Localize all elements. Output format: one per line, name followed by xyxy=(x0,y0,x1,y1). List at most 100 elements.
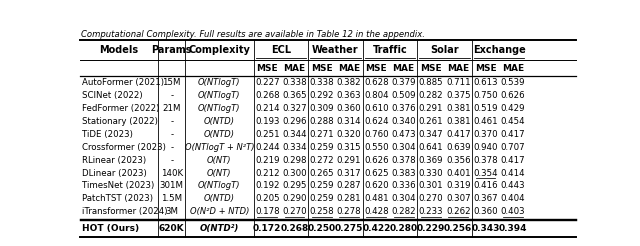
Text: TimesNet (2023): TimesNet (2023) xyxy=(82,182,154,190)
Text: 0.300: 0.300 xyxy=(282,169,307,178)
Text: 0.401: 0.401 xyxy=(446,169,470,178)
Text: 0.304: 0.304 xyxy=(391,194,416,203)
Text: 301M: 301M xyxy=(160,182,184,190)
Text: 0.356: 0.356 xyxy=(446,156,470,165)
Text: 0.292: 0.292 xyxy=(310,91,334,100)
Text: 0.363: 0.363 xyxy=(337,91,362,100)
Text: 140K: 140K xyxy=(161,169,183,178)
Text: Crossformer (2023): Crossformer (2023) xyxy=(82,143,166,152)
Text: 0.403: 0.403 xyxy=(500,207,525,216)
Text: 0.320: 0.320 xyxy=(337,130,362,139)
Text: 0.270: 0.270 xyxy=(419,194,444,203)
Text: 0.336: 0.336 xyxy=(391,182,416,190)
Text: 0.461: 0.461 xyxy=(473,117,498,126)
Text: 0.327: 0.327 xyxy=(282,104,307,113)
Text: -: - xyxy=(170,143,173,152)
Text: 0.360: 0.360 xyxy=(473,207,498,216)
Text: 0.214: 0.214 xyxy=(255,104,280,113)
Text: TiDE (2023): TiDE (2023) xyxy=(82,130,133,139)
Text: 0.414: 0.414 xyxy=(500,169,525,178)
Text: HOT (Ours): HOT (Ours) xyxy=(82,224,139,233)
Text: 0.416: 0.416 xyxy=(473,182,498,190)
Text: MAE: MAE xyxy=(502,64,524,73)
Text: Solar: Solar xyxy=(430,45,459,55)
Text: 0.613: 0.613 xyxy=(473,78,498,87)
Text: 0.428: 0.428 xyxy=(364,207,388,216)
Text: 0.261: 0.261 xyxy=(419,117,444,126)
Text: 0.258: 0.258 xyxy=(310,207,334,216)
Text: MSE: MSE xyxy=(420,64,442,73)
Text: 0.340: 0.340 xyxy=(391,117,416,126)
Text: 0.404: 0.404 xyxy=(500,194,525,203)
Text: 0.282: 0.282 xyxy=(391,207,416,216)
Text: 0.370: 0.370 xyxy=(473,130,498,139)
Text: 0.287: 0.287 xyxy=(337,182,362,190)
Text: 0.259: 0.259 xyxy=(310,182,334,190)
Text: -: - xyxy=(170,91,173,100)
Text: 0.473: 0.473 xyxy=(391,130,416,139)
Text: MAE: MAE xyxy=(338,64,360,73)
Text: 0.620: 0.620 xyxy=(364,182,388,190)
Text: O(NTlogT): O(NTlogT) xyxy=(198,182,241,190)
Text: 0.270: 0.270 xyxy=(282,207,307,216)
Text: 0.227: 0.227 xyxy=(255,78,280,87)
Text: Weather: Weather xyxy=(312,45,359,55)
Text: Stationary (2022): Stationary (2022) xyxy=(82,117,158,126)
Text: O(NTD): O(NTD) xyxy=(204,194,235,203)
Text: O(NTlogT + N²T): O(NTlogT + N²T) xyxy=(184,143,254,152)
Text: 0.259: 0.259 xyxy=(310,143,334,152)
Text: 0.519: 0.519 xyxy=(473,104,498,113)
Text: 0.291: 0.291 xyxy=(419,104,443,113)
Text: 0.383: 0.383 xyxy=(391,169,416,178)
Text: 0.250: 0.250 xyxy=(308,224,336,233)
Text: -: - xyxy=(170,130,173,139)
Text: 0.711: 0.711 xyxy=(446,78,470,87)
Text: 0.628: 0.628 xyxy=(364,78,388,87)
Text: 620K: 620K xyxy=(159,224,184,233)
Text: 0.288: 0.288 xyxy=(310,117,334,126)
Text: 0.394: 0.394 xyxy=(499,224,527,233)
Text: 0.290: 0.290 xyxy=(282,194,307,203)
Text: 0.417: 0.417 xyxy=(500,130,525,139)
Text: 0.417: 0.417 xyxy=(500,156,525,165)
Text: O(NTD²): O(NTD²) xyxy=(200,224,239,233)
Text: 0.940: 0.940 xyxy=(473,143,498,152)
Text: 0.244: 0.244 xyxy=(255,143,280,152)
Text: 0.338: 0.338 xyxy=(310,78,334,87)
Text: 1.5M: 1.5M xyxy=(161,194,182,203)
Text: 0.271: 0.271 xyxy=(310,130,334,139)
Text: 0.281: 0.281 xyxy=(337,194,362,203)
Text: 0.417: 0.417 xyxy=(446,130,470,139)
Text: 0.262: 0.262 xyxy=(446,207,470,216)
Text: Models: Models xyxy=(100,45,139,55)
Text: 0.193: 0.193 xyxy=(255,117,280,126)
Text: 0.315: 0.315 xyxy=(337,143,362,152)
Text: 0.205: 0.205 xyxy=(255,194,280,203)
Text: MAE: MAE xyxy=(392,64,415,73)
Text: RLinear (2023): RLinear (2023) xyxy=(82,156,146,165)
Text: 0.251: 0.251 xyxy=(255,130,280,139)
Text: 0.330: 0.330 xyxy=(419,169,444,178)
Text: 0.381: 0.381 xyxy=(446,104,470,113)
Text: SCINet (2022): SCINet (2022) xyxy=(82,91,143,100)
Text: 0.367: 0.367 xyxy=(473,194,498,203)
Text: MAE: MAE xyxy=(447,64,469,73)
Text: 0.317: 0.317 xyxy=(337,169,362,178)
Text: 0.233: 0.233 xyxy=(419,207,444,216)
Text: 0.454: 0.454 xyxy=(500,117,525,126)
Text: 0.375: 0.375 xyxy=(446,91,470,100)
Text: 0.885: 0.885 xyxy=(419,78,444,87)
Text: 0.309: 0.309 xyxy=(310,104,334,113)
Text: 0.212: 0.212 xyxy=(255,169,280,178)
Text: MSE: MSE xyxy=(365,64,387,73)
Text: iTransformer (2024): iTransformer (2024) xyxy=(82,207,168,216)
Text: 0.707: 0.707 xyxy=(500,143,525,152)
Text: O(NT): O(NT) xyxy=(207,169,232,178)
Text: 0.282: 0.282 xyxy=(419,91,444,100)
Text: 0.429: 0.429 xyxy=(500,104,525,113)
Text: 3M: 3M xyxy=(165,207,179,216)
Text: 0.347: 0.347 xyxy=(419,130,444,139)
Text: 0.750: 0.750 xyxy=(473,91,498,100)
Text: -: - xyxy=(170,156,173,165)
Text: 0.319: 0.319 xyxy=(446,182,470,190)
